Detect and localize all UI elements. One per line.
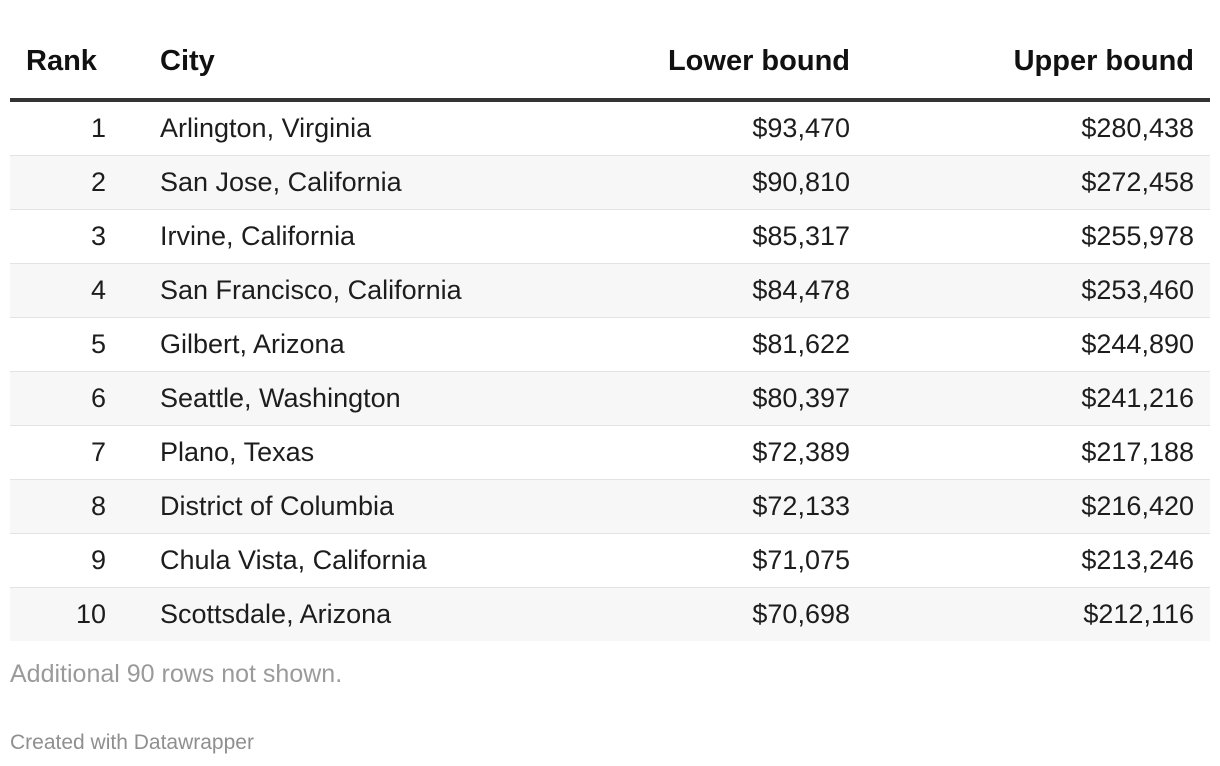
table-row: 8 District of Columbia $72,133 $216,420: [10, 479, 1210, 534]
city-cell: District of Columbia: [160, 479, 490, 534]
lower-bound-cell: $81,622: [490, 317, 866, 372]
lower-bound-cell: $80,397: [490, 371, 866, 426]
rank-cell: 3: [10, 209, 160, 264]
city-cell: Scottsdale, Arizona: [160, 587, 490, 641]
column-header-upper-bound[interactable]: Upper bound: [866, 24, 1210, 102]
lower-bound-cell: $72,389: [490, 425, 866, 480]
lower-bound-cell: $90,810: [490, 155, 866, 210]
rows-not-shown-note: Additional 90 rows not shown.: [10, 660, 343, 688]
table-row: 7 Plano, Texas $72,389 $217,188: [10, 425, 1210, 480]
rank-cell: 10: [10, 587, 160, 641]
column-header-rank[interactable]: Rank: [10, 24, 160, 102]
lower-bound-cell: $71,075: [490, 533, 866, 588]
lower-bound-cell: $84,478: [490, 263, 866, 318]
rank-cell: 6: [10, 371, 160, 426]
table-row: 3 Irvine, California $85,317 $255,978: [10, 209, 1210, 264]
lower-bound-cell: $93,470: [490, 100, 866, 156]
upper-bound-cell: $216,420: [866, 479, 1210, 534]
city-cell: Gilbert, Arizona: [160, 317, 490, 372]
table-row: 9 Chula Vista, California $71,075 $213,246: [10, 533, 1210, 588]
city-cell: San Jose, California: [160, 155, 490, 210]
table-header-row: Rank City Lower bound Upper bound: [10, 24, 1210, 102]
rank-cell: 4: [10, 263, 160, 318]
table-row: 5 Gilbert, Arizona $81,622 $244,890: [10, 317, 1210, 372]
upper-bound-cell: $272,458: [866, 155, 1210, 210]
lower-bound-cell: $72,133: [490, 479, 866, 534]
city-cell: San Francisco, California: [160, 263, 490, 318]
rank-cell: 8: [10, 479, 160, 534]
table-row: 10 Scottsdale, Arizona $70,698 $212,116: [10, 587, 1210, 641]
rank-cell: 5: [10, 317, 160, 372]
rank-cell: 9: [10, 533, 160, 588]
column-header-lower-bound[interactable]: Lower bound: [490, 24, 866, 102]
data-table-container: Rank City Lower bound Upper bound 1 Arlin…: [10, 24, 1210, 641]
rank-cell: 7: [10, 425, 160, 480]
table-row: 2 San Jose, California $90,810 $272,458: [10, 155, 1210, 210]
datawrapper-credit: Created with Datawrapper: [10, 731, 254, 754]
rank-cell: 1: [10, 100, 160, 156]
upper-bound-cell: $241,216: [866, 371, 1210, 426]
upper-bound-cell: $255,978: [866, 209, 1210, 264]
upper-bound-cell: $213,246: [866, 533, 1210, 588]
data-table: Rank City Lower bound Upper bound 1 Arlin…: [10, 24, 1210, 641]
upper-bound-cell: $217,188: [866, 425, 1210, 480]
table-row: 6 Seattle, Washington $80,397 $241,216: [10, 371, 1210, 426]
city-cell: Arlington, Virginia: [160, 100, 490, 156]
upper-bound-cell: $212,116: [866, 587, 1210, 641]
table-row: 1 Arlington, Virginia $93,470 $280,438: [10, 100, 1210, 156]
lower-bound-cell: $85,317: [490, 209, 866, 264]
upper-bound-cell: $253,460: [866, 263, 1210, 318]
city-cell: Irvine, California: [160, 209, 490, 264]
city-cell: Plano, Texas: [160, 425, 490, 480]
table-row: 4 San Francisco, California $84,478 $253,46…: [10, 263, 1210, 318]
rank-cell: 2: [10, 155, 160, 210]
upper-bound-cell: $244,890: [866, 317, 1210, 372]
lower-bound-cell: $70,698: [490, 587, 866, 641]
city-cell: Seattle, Washington: [160, 371, 490, 426]
city-cell: Chula Vista, California: [160, 533, 490, 588]
table-body: 1 Arlington, Virginia $93,470 $280,438 2 San …: [10, 100, 1210, 641]
upper-bound-cell: $280,438: [866, 100, 1210, 156]
column-header-city[interactable]: City: [160, 24, 490, 102]
